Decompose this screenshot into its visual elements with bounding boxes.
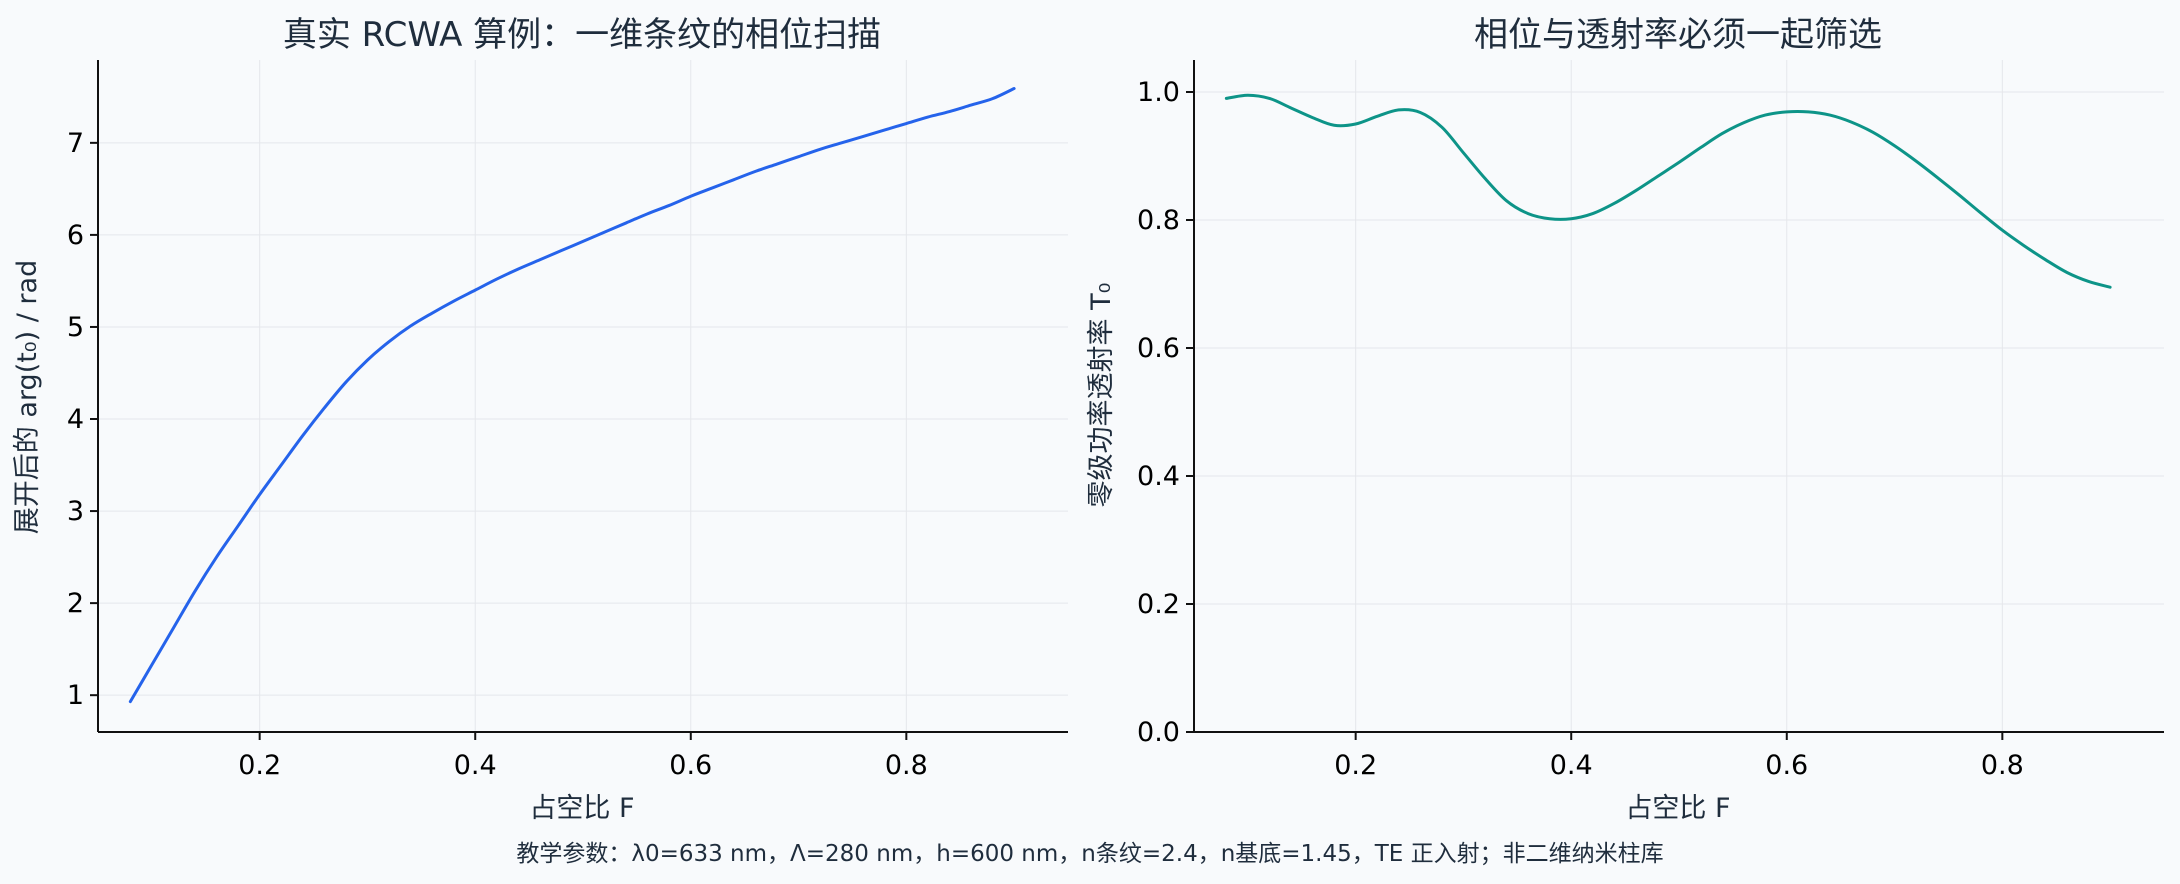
left-x-axis-label: 占空比 F — [529, 793, 634, 824]
right-chart-title: 相位与透射率必须一起筛选 — [1474, 15, 1882, 55]
right-y-tick-label: 0.2 — [1137, 589, 1180, 620]
right-chart-panel: 相位与透射率必须一起筛选 占空比 F 零级功率透射率 T₀ 0.2 0.4 0.6 0… — [1086, 15, 2164, 824]
right-x-axis-label: 占空比 F — [1625, 793, 1730, 824]
left-chart-panel: 真实 RCWA 算例：一维条纹的相位扫描 占空比 F 展开后的 arg(t₀) … — [12, 15, 1068, 824]
left-y-tick-label: 1 — [67, 680, 84, 711]
right-y-tick-label: 0.6 — [1137, 333, 1180, 364]
left-x-tick-label: 0.4 — [454, 750, 497, 781]
right-y-tick-label: 0.0 — [1137, 717, 1180, 748]
left-y-tick-label: 7 — [67, 128, 84, 159]
right-x-tick-label: 0.8 — [1981, 750, 2024, 781]
right-x-tick-label: 0.6 — [1765, 750, 1808, 781]
left-y-tick-label: 3 — [67, 496, 84, 527]
right-series-line — [1224, 93, 2112, 289]
right-y-axis-label: 零级功率透射率 T₀ — [1086, 283, 1117, 508]
left-x-tick-label: 0.2 — [238, 750, 281, 781]
left-y-tick-label: 4 — [67, 404, 84, 435]
footnote: 教学参数：λ0=633 nm，Λ=280 nm，h=600 nm，n条纹=2.4… — [516, 841, 1663, 867]
left-y-tick-label: 2 — [67, 588, 84, 619]
left-series-line — [128, 87, 1016, 704]
left-y-axis-label: 展开后的 arg(t₀) / rad — [12, 260, 43, 534]
left-y-tick-label: 5 — [67, 312, 84, 343]
left-chart-title: 真实 RCWA 算例：一维条纹的相位扫描 — [283, 15, 881, 55]
left-y-tick-label: 6 — [67, 220, 84, 251]
right-y-tick-label: 1.0 — [1137, 77, 1180, 108]
left-gridlines — [98, 60, 1068, 732]
right-x-tick-label: 0.2 — [1334, 750, 1377, 781]
right-x-tick-label: 0.4 — [1550, 750, 1593, 781]
right-y-tick-label: 0.8 — [1137, 205, 1180, 236]
left-x-tick-label: 0.8 — [885, 750, 928, 781]
right-y-tick-label: 0.4 — [1137, 461, 1180, 492]
left-x-tick-label: 0.6 — [669, 750, 712, 781]
